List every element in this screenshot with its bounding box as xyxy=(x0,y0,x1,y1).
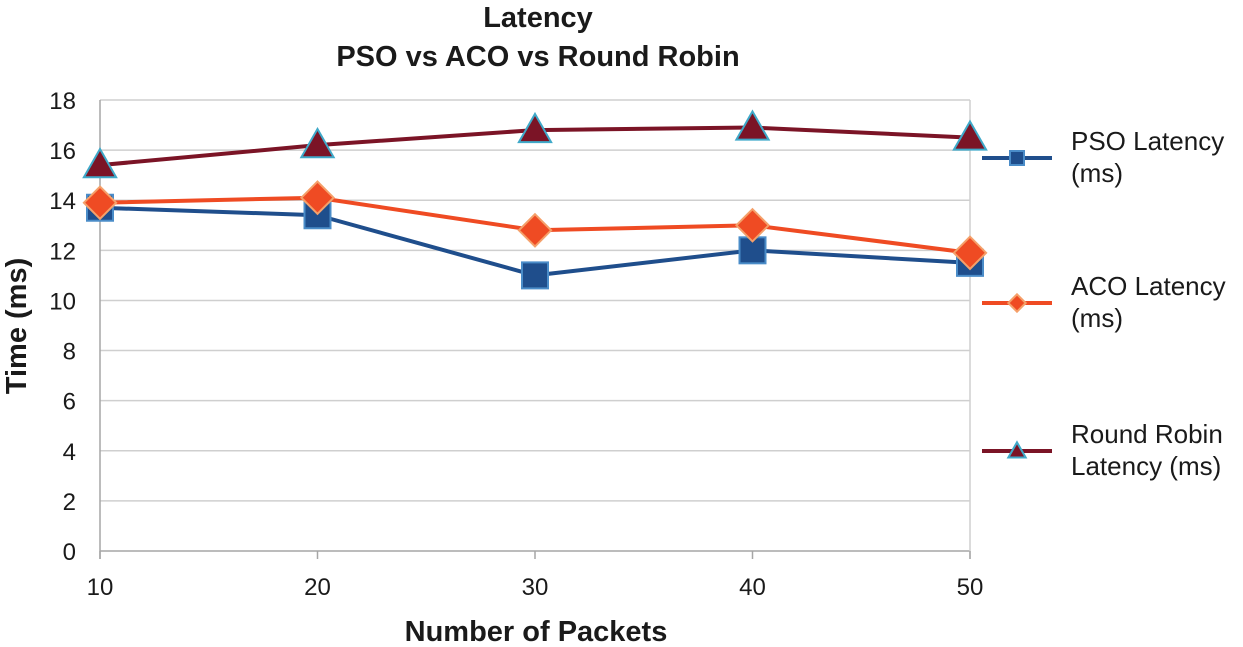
x-tick-label: 20 xyxy=(304,574,331,601)
round-robin-data-point xyxy=(734,109,771,141)
y-tick-label: 14 xyxy=(49,188,76,215)
x-tick-label: 30 xyxy=(522,574,549,601)
round-robin-data-point xyxy=(299,126,336,159)
round-robin-legend-label: Latency (ms) xyxy=(1071,451,1221,481)
y-tick-label: 16 xyxy=(49,138,76,165)
x-tick-label: 10 xyxy=(87,574,114,601)
round-robin-data-point xyxy=(517,111,553,144)
chart-title: Latency xyxy=(483,2,593,34)
aco-data-point xyxy=(734,207,771,243)
aco-legend-label: ACO Latency xyxy=(1071,271,1226,301)
x-tick-label: 50 xyxy=(957,574,984,601)
aco-data-point xyxy=(82,185,118,221)
y-tick-label: 6 xyxy=(63,389,76,416)
round-robin-legend-marker xyxy=(1006,440,1028,459)
y-tick-label: 0 xyxy=(63,539,76,566)
y-tick-label: 2 xyxy=(63,489,76,516)
aco-data-point xyxy=(299,180,336,216)
y-tick-label: 18 xyxy=(49,88,76,115)
pso-legend-label: PSO Latency xyxy=(1071,126,1224,156)
pso-legend-label: (ms) xyxy=(1071,158,1123,188)
plot-area: 0 2 4 6 8 10 12 14 16 18 10 20 30 40 50 xyxy=(49,88,988,601)
y-tick-label: 10 xyxy=(49,288,76,315)
aco-data-point xyxy=(952,235,988,271)
y-tick-label: 8 xyxy=(63,339,76,366)
legend: PSO Latency(ms)ACO Latency(ms)Round Robi… xyxy=(982,126,1226,481)
round-robin-legend-label: Round Robin xyxy=(1071,419,1223,449)
pso-data-point xyxy=(521,261,549,290)
chart-subtitle: PSO vs ACO vs Round Robin xyxy=(336,41,739,73)
pso-legend-marker xyxy=(1009,150,1025,166)
aco-legend-label: (ms) xyxy=(1071,303,1123,333)
aco-legend-marker xyxy=(1006,292,1028,314)
aco-data-point xyxy=(517,212,553,248)
y-axis-title: Time (ms) xyxy=(1,258,33,394)
y-tick-label: 4 xyxy=(63,439,76,466)
y-tick-label: 12 xyxy=(49,238,76,265)
round-robin-data-point xyxy=(82,147,118,179)
round-robin-data-point xyxy=(952,119,988,151)
x-tick-label: 40 xyxy=(739,574,766,601)
x-axis-title: Number of Packets xyxy=(405,616,668,647)
